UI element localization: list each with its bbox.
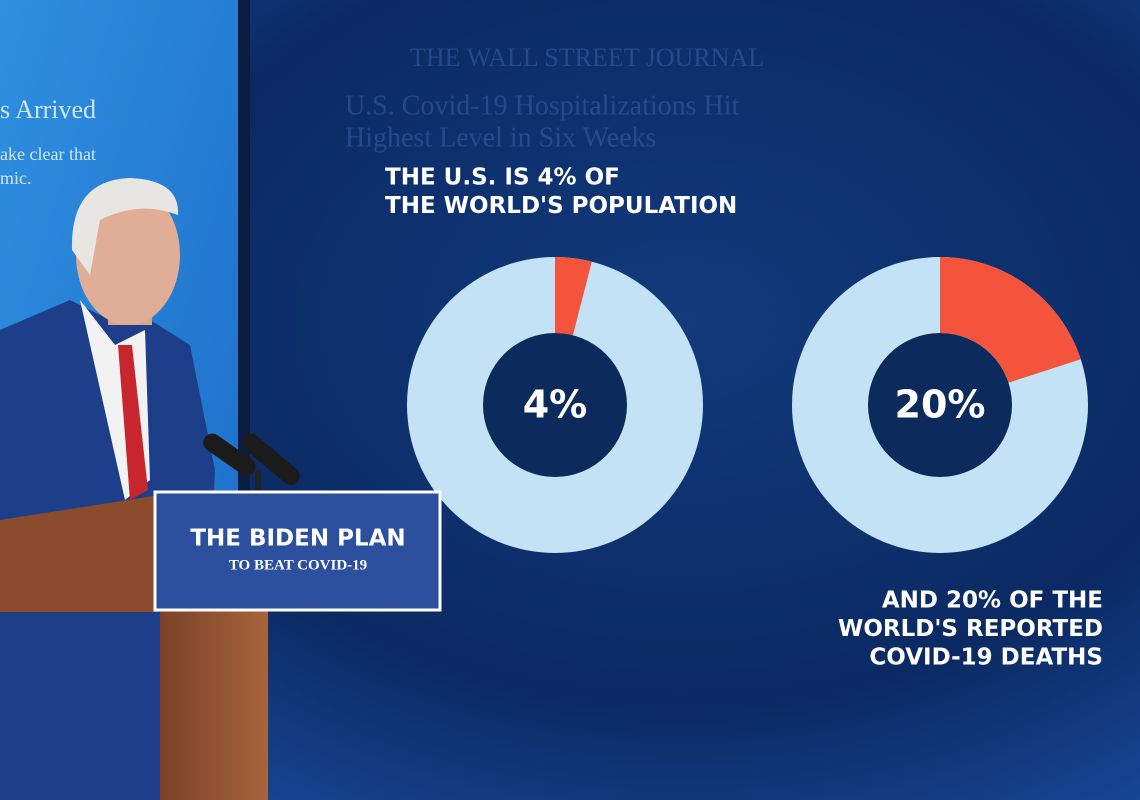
side-text: ake clear that — [0, 144, 96, 164]
donut-hole — [868, 333, 1012, 477]
caption: AND 20% OF THE — [882, 588, 1103, 614]
microphones — [203, 433, 300, 500]
caption: WORLD'S REPORTED — [838, 616, 1103, 642]
podium-subtitle: TO BEAT COVID-19 — [229, 557, 367, 573]
masthead: THE WALL STREET JOURNAL — [410, 43, 764, 72]
donut-hole — [483, 333, 627, 477]
side-text: s Arrived — [0, 95, 96, 124]
caption: THE WORLD'S POPULATION — [385, 193, 737, 219]
center-label: 20% — [895, 383, 986, 427]
headline: Highest Level in Six Weeks — [345, 122, 656, 153]
caption: THE U.S. IS 4% OF — [385, 165, 620, 191]
podium — [0, 490, 442, 800]
caption: COVID-19 DEATHS — [869, 645, 1103, 671]
side-text: mic. — [0, 168, 32, 188]
podium-title: THE BIDEN PLAN — [190, 526, 405, 552]
headline: U.S. Covid-19 Hospitalizations Hit — [345, 90, 740, 121]
donut-segment — [940, 257, 1081, 383]
donut-segment — [555, 257, 592, 336]
center-label: 4% — [523, 383, 588, 427]
